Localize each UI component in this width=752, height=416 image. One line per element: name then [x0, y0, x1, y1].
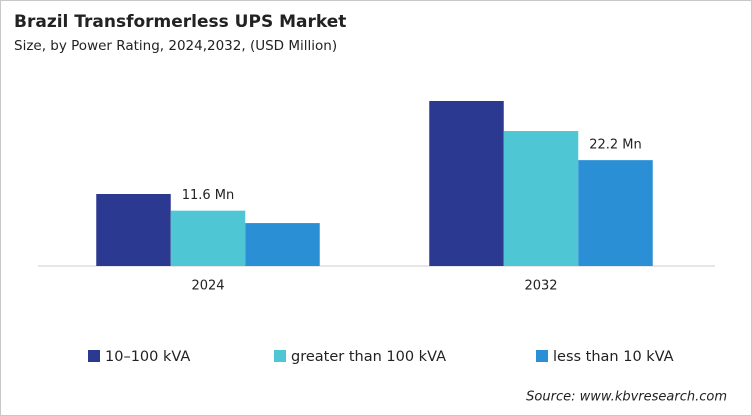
- bar: [503, 131, 579, 266]
- bar: [578, 160, 653, 266]
- data-label: 11.6 Mn: [182, 188, 235, 203]
- legend-swatch: [274, 350, 286, 362]
- bar: [429, 101, 504, 266]
- legend-label: 10–100 kVA: [105, 349, 190, 365]
- source: Source: www.kbvresearch.com: [526, 390, 727, 405]
- bar: [245, 223, 320, 266]
- legend-swatch: [536, 350, 548, 362]
- x-tick-label: 2032: [524, 279, 557, 294]
- chart-subtitle: Size, by Power Rating, 2024,2032, (USD M…: [14, 38, 337, 54]
- legend-swatch: [88, 350, 100, 362]
- data-label: 22.2 Mn: [589, 138, 642, 153]
- x-tick-label: 2024: [191, 279, 224, 294]
- chart-title: Brazil Transformerless UPS Market: [14, 12, 346, 32]
- legend-label: less than 10 kVA: [553, 349, 674, 365]
- bar: [170, 210, 246, 266]
- legend-label: greater than 100 kVA: [291, 349, 446, 365]
- bar: [96, 193, 171, 266]
